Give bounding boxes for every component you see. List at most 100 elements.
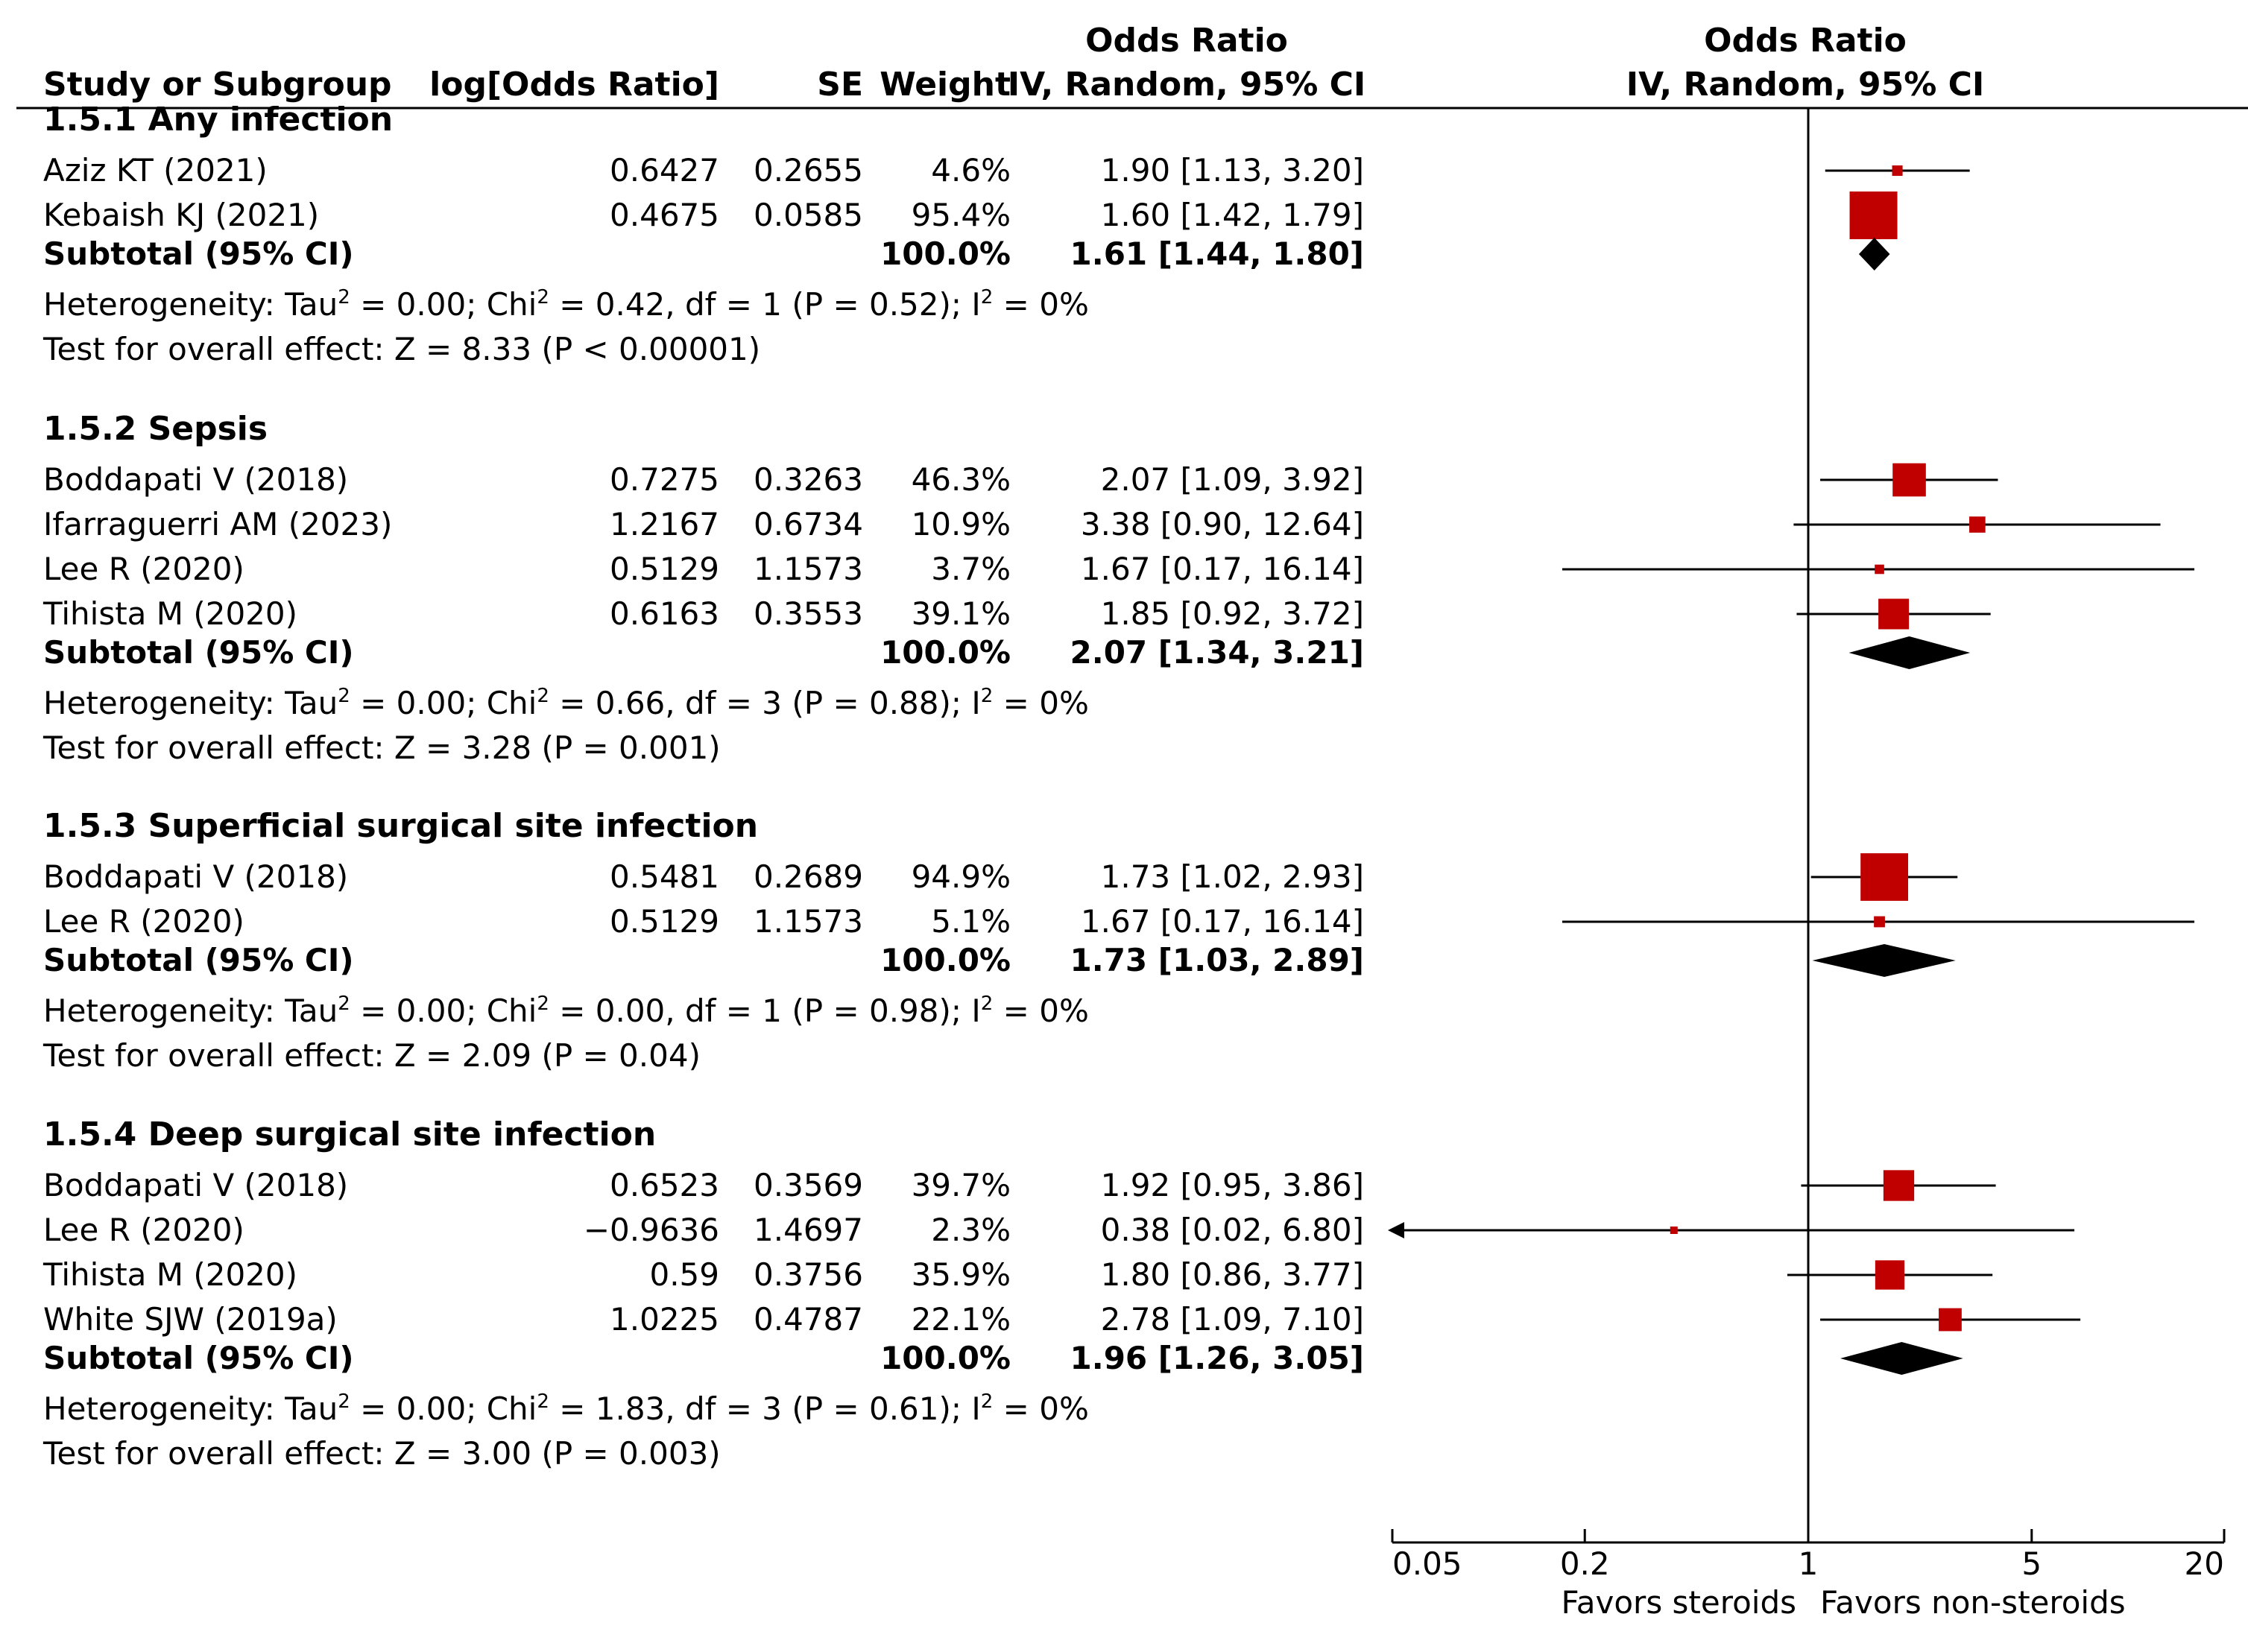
study-name: Aziz KT (2021) — [43, 152, 268, 189]
subtotal-or-ci: 1.96 [1.26, 3.05] — [1070, 1340, 1364, 1376]
x-tick-label: 5 — [2021, 1545, 2042, 1582]
study-name: Boddapati V (2018) — [43, 1167, 348, 1203]
study-name: Lee R (2020) — [43, 1212, 244, 1248]
study-or-ci: 1.92 [0.95, 3.86] — [1101, 1167, 1364, 1203]
study-effect-square — [1892, 165, 1903, 177]
subtotal-or-ci: 1.73 [1.03, 2.89] — [1070, 942, 1364, 978]
study-name: Lee R (2020) — [43, 903, 244, 940]
study-effect-square — [1860, 853, 1909, 901]
subtotal-or-ci: 1.61 [1.44, 1.80] — [1070, 235, 1364, 272]
study-se: 0.6734 — [754, 506, 863, 542]
study-se: 1.4697 — [754, 1212, 863, 1248]
study-or-ci: 1.67 [0.17, 16.14] — [1081, 903, 1364, 940]
subgroup-title: 1.5.1 Any infection — [43, 101, 393, 139]
header-plot-method: IV, Random, 95% CI — [1626, 66, 1985, 104]
study-name: Boddapati V (2018) — [43, 858, 348, 895]
subtotal-label: Subtotal (95% CI) — [43, 1340, 354, 1376]
study-weight: 4.6% — [931, 152, 1011, 189]
subtotal-weight: 100.0% — [880, 634, 1011, 671]
study-weight: 5.1% — [931, 903, 1011, 940]
study-or-ci: 1.90 [1.13, 3.20] — [1101, 152, 1364, 189]
study-weight: 2.3% — [931, 1212, 1011, 1248]
subtotal-label: Subtotal (95% CI) — [43, 235, 354, 272]
study-weight: 46.3% — [912, 461, 1011, 498]
study-weight: 22.1% — [912, 1301, 1011, 1338]
subtotal-diamond — [1840, 1342, 1963, 1375]
study-weight: 39.1% — [912, 595, 1011, 632]
study-se: 1.1573 — [754, 551, 863, 587]
study-effect-square — [1875, 564, 1884, 575]
subtotal-diamond — [1858, 238, 1890, 270]
study-name: Boddapati V (2018) — [43, 461, 348, 498]
study-weight: 3.7% — [931, 551, 1011, 587]
subtotal-diamond — [1848, 636, 1971, 669]
study-weight: 35.9% — [912, 1256, 1011, 1293]
study-or-ci: 1.85 [0.92, 3.72] — [1101, 595, 1364, 632]
favors-right-label: Favors non-steroids — [1820, 1584, 2126, 1621]
study-effect-square — [1849, 192, 1898, 239]
study-se: 0.4787 — [754, 1301, 863, 1338]
study-effect-square — [1670, 1227, 1678, 1234]
heterogeneity-text: Heterogeneity: Tau2 = 0.00; Chi2 = 0.42,… — [43, 286, 1089, 323]
study-or-ci: 2.78 [1.09, 7.10] — [1101, 1301, 1364, 1338]
study-weight: 95.4% — [912, 197, 1011, 233]
study-log-or: 0.59 — [649, 1256, 719, 1293]
subtotal-diamond — [1812, 944, 1956, 977]
study-se: 0.3569 — [754, 1167, 863, 1203]
study-effect-square — [1883, 1170, 1915, 1201]
subtotal-weight: 100.0% — [880, 235, 1011, 272]
forest-rows: 1.5.1 Any infection Aziz KT (2021) 0.6427 0… — [42, 101, 1364, 1472]
study-se: 0.3756 — [754, 1256, 863, 1293]
favors-left-label: Favors steroids — [1561, 1584, 1796, 1621]
overall-effect-text: Test for overall effect: Z = 2.09 (P = 0… — [42, 1037, 701, 1074]
study-name: White SJW (2019a) — [43, 1301, 338, 1338]
study-se: 0.0585 — [754, 197, 863, 233]
overall-effect-text: Test for overall effect: Z = 3.28 (P = 0… — [42, 730, 721, 766]
heterogeneity-text: Heterogeneity: Tau2 = 0.00; Chi2 = 0.00,… — [43, 993, 1089, 1029]
header-plot-odds-ratio: Odds Ratio — [1704, 22, 1907, 60]
study-se: 0.3553 — [754, 595, 863, 632]
x-tick-label: 1 — [1799, 1545, 1819, 1582]
study-log-or: 0.5481 — [610, 858, 719, 895]
study-log-or: 0.6427 — [610, 152, 719, 189]
study-se: 1.1573 — [754, 903, 863, 940]
study-log-or: 1.2167 — [610, 506, 719, 542]
subtotal-or-ci: 2.07 [1.34, 3.21] — [1070, 634, 1364, 671]
study-effect-square — [1969, 516, 1986, 533]
study-name: Lee R (2020) — [43, 551, 244, 587]
study-log-or: 0.5129 — [610, 551, 719, 587]
subtotal-weight: 100.0% — [880, 942, 1011, 978]
overall-effect-text: Test for overall effect: Z = 8.33 (P < 0… — [42, 331, 760, 367]
study-log-or: 0.6163 — [610, 595, 719, 632]
study-log-or: −0.9636 — [584, 1212, 719, 1248]
study-or-ci: 0.38 [0.02, 6.80] — [1101, 1212, 1364, 1248]
header-study: Study or Subgroup — [43, 66, 392, 104]
study-name: Tihista M (2020) — [42, 595, 297, 632]
study-name: Kebaish KJ (2021) — [43, 197, 319, 233]
study-weight: 94.9% — [912, 858, 1011, 895]
study-log-or: 1.0225 — [610, 1301, 719, 1338]
header-odds-ratio: Odds Ratio — [1085, 22, 1288, 60]
study-log-or: 0.6523 — [610, 1167, 719, 1203]
x-tick-label: 0.2 — [1560, 1545, 1610, 1582]
study-weight: 10.9% — [912, 506, 1011, 542]
study-effect-square — [1875, 1260, 1905, 1290]
heterogeneity-text: Heterogeneity: Tau2 = 0.00; Chi2 = 1.83,… — [43, 1390, 1089, 1427]
study-effect-square — [1874, 916, 1885, 928]
subgroup-title: 1.5.3 Superficial surgical site infectio… — [43, 807, 758, 845]
study-log-or: 0.7275 — [610, 461, 719, 498]
study-or-ci: 1.67 [0.17, 16.14] — [1081, 551, 1364, 587]
study-name: Ifarraguerri AM (2023) — [43, 506, 392, 542]
study-log-or: 0.4675 — [610, 197, 719, 233]
x-tick-label: 20 — [2185, 1545, 2224, 1582]
subtotal-label: Subtotal (95% CI) — [43, 634, 354, 671]
study-effect-square — [1939, 1308, 1962, 1332]
study-se: 0.2655 — [754, 152, 863, 189]
subgroup-title: 1.5.4 Deep surgical site infection — [43, 1115, 656, 1153]
study-name: Tihista M (2020) — [42, 1256, 297, 1293]
study-se: 0.3263 — [754, 461, 863, 498]
heterogeneity-text: Heterogeneity: Tau2 = 0.00; Chi2 = 0.66,… — [43, 685, 1089, 721]
study-or-ci: 1.80 [0.86, 3.77] — [1101, 1256, 1364, 1293]
study-effect-square — [1892, 463, 1926, 497]
